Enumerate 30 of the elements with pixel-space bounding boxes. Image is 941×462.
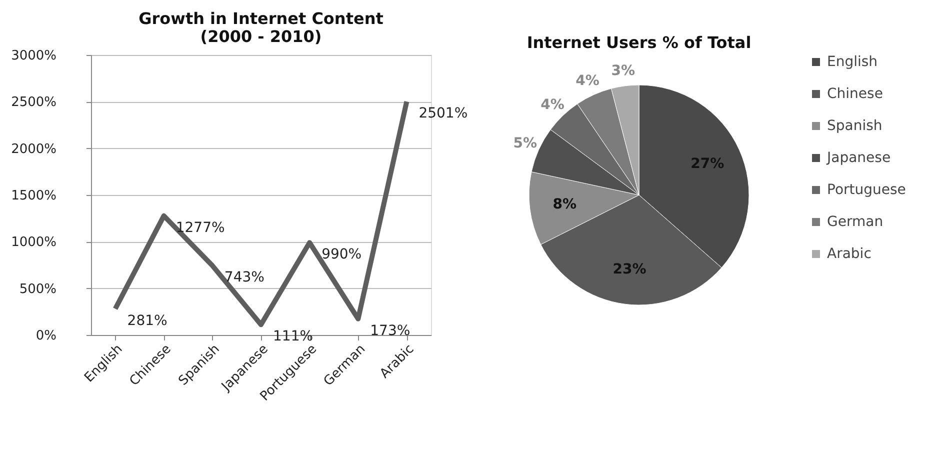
- legend-label: Spanish: [827, 118, 882, 134]
- data-label: 23%: [612, 261, 646, 278]
- data-label: 5%: [513, 136, 537, 152]
- data-label: 743%: [224, 270, 264, 286]
- y-tick-label: 1500%: [11, 188, 56, 204]
- data-label: 281%: [127, 312, 168, 329]
- data-label: 173%: [370, 322, 410, 339]
- legend-label: German: [827, 214, 884, 230]
- legend-label: Chinese: [827, 86, 883, 102]
- data-label: 4%: [576, 73, 600, 90]
- legend-label: Portuguese: [827, 182, 906, 198]
- data-label: 27%: [690, 156, 724, 172]
- data-label: 8%: [552, 196, 576, 213]
- y-tick-label: 0%: [36, 328, 56, 344]
- y-tick-label: 3000%: [11, 48, 56, 64]
- y-tick-label: 2500%: [11, 95, 56, 110]
- y-tick-label: 2000%: [11, 142, 56, 157]
- chart-title: Internet Users % of Total: [526, 33, 752, 52]
- data-label: 4%: [540, 96, 564, 113]
- legend-label: Arabic: [827, 246, 872, 262]
- data-label: 990%: [322, 246, 362, 263]
- data-label: 1277%: [176, 220, 225, 236]
- chart-title: Growth in Internet Content (2000 - 2010): [138, 9, 384, 46]
- data-label: 2501%: [418, 106, 468, 122]
- data-label: 111%: [273, 328, 314, 345]
- data-label: 3%: [611, 63, 636, 80]
- legend-label: Japanese: [826, 150, 891, 166]
- y-tick-label: 500%: [19, 282, 56, 297]
- y-tick-label: 1000%: [11, 235, 56, 250]
- legend-label: English: [827, 54, 878, 70]
